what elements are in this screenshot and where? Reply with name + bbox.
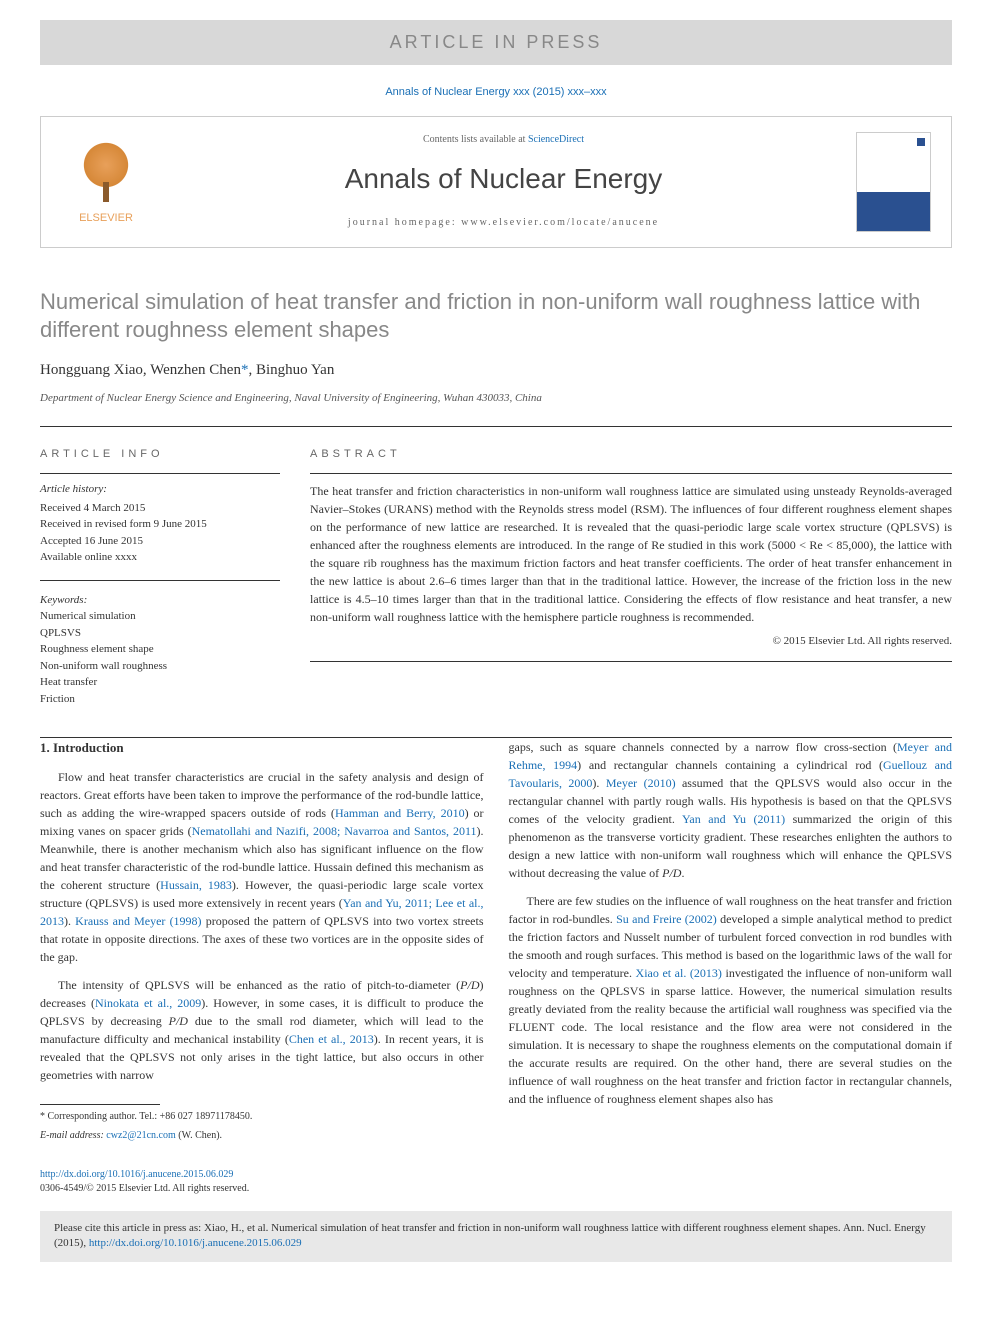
intro-heading: 1. Introduction — [40, 738, 484, 758]
contents-line: Contents lists available at ScienceDirec… — [151, 133, 856, 147]
paragraph: Flow and heat transfer characteristics a… — [40, 768, 484, 966]
journal-cover-thumbnail — [856, 132, 931, 232]
citation-link[interactable]: Xiao et al. (2013) — [636, 966, 722, 980]
history-item: Available online xxxx — [40, 549, 280, 566]
text: . — [681, 866, 684, 880]
keywords-label: Keywords: — [40, 593, 280, 608]
cite-doi-link[interactable]: http://dx.doi.org/10.1016/j.anucene.2015… — [89, 1237, 302, 1249]
email-link[interactable]: cwz2@21cn.com — [106, 1130, 175, 1141]
citation-link[interactable]: Nematollahi and Nazifi, 2008; Navarroa a… — [192, 824, 477, 838]
paragraph: There are few studies on the influence o… — [509, 892, 953, 1108]
footnote-divider — [40, 1104, 160, 1105]
abstract-text: The heat transfer and friction character… — [310, 482, 952, 626]
history-item: Received in revised form 9 June 2015 — [40, 516, 280, 533]
text: The intensity of QPLSVS will be enhanced… — [58, 978, 460, 992]
abstract-head: ABSTRACT — [310, 447, 952, 462]
text: ). — [64, 914, 75, 928]
abstract-divider — [310, 473, 952, 474]
text: ) and rectangular channels containing a … — [577, 758, 883, 772]
doi-block: http://dx.doi.org/10.1016/j.anucene.2015… — [40, 1168, 952, 1196]
article-in-press-banner: ARTICLE IN PRESS — [40, 20, 952, 65]
contents-prefix: Contents lists available at — [423, 134, 528, 145]
article-info-head: ARTICLE INFO — [40, 447, 280, 462]
citation-link[interactable]: Yan and Yu (2011) — [682, 812, 785, 826]
divider-top — [40, 426, 952, 427]
affiliation: Department of Nuclear Energy Science and… — [40, 391, 952, 406]
body-columns: 1. Introduction Flow and heat transfer c… — [40, 738, 952, 1143]
citation-box: Please cite this article in press as: Xi… — [40, 1211, 952, 1262]
citation-link[interactable]: Ninokata et al., 2009 — [95, 996, 201, 1010]
journal-reference: Annals of Nuclear Energy xxx (2015) xxx–… — [0, 85, 992, 100]
author-last: , Binghuo Yan — [248, 362, 334, 378]
article-title: Numerical simulation of heat transfer an… — [40, 288, 952, 345]
paragraph: gaps, such as square channels connected … — [509, 738, 953, 882]
issn-line: 0306-4549/© 2015 Elsevier Ltd. All right… — [40, 1183, 249, 1194]
header-center: Contents lists available at ScienceDirec… — [151, 133, 856, 230]
doi-link[interactable]: http://dx.doi.org/10.1016/j.anucene.2015… — [40, 1169, 233, 1180]
text: investigated the influence of non-unifor… — [509, 966, 953, 1106]
citation-link[interactable]: Meyer (2010) — [606, 776, 676, 790]
keyword-item: QPLSVS — [40, 625, 280, 642]
abstract: ABSTRACT The heat transfer and friction … — [310, 447, 952, 707]
keyword-item: Non-uniform wall roughness — [40, 658, 280, 675]
abstract-divider-bottom — [310, 661, 952, 662]
citation-link[interactable]: Krauss and Meyer (1998) — [75, 914, 201, 928]
variable: P/D — [169, 1014, 188, 1028]
info-divider — [40, 580, 280, 581]
copyright: © 2015 Elsevier Ltd. All rights reserved… — [310, 634, 952, 649]
column-left: 1. Introduction Flow and heat transfer c… — [40, 738, 484, 1143]
homepage-line: journal homepage: www.elsevier.com/locat… — [151, 216, 856, 230]
keyword-item: Friction — [40, 691, 280, 708]
history-label: Article history: — [40, 482, 280, 497]
info-abstract-row: ARTICLE INFO Article history: Received 4… — [40, 447, 952, 707]
variable: P/D — [662, 866, 681, 880]
keyword-item: Numerical simulation — [40, 608, 280, 625]
email-suffix: (W. Chen). — [176, 1130, 222, 1141]
journal-title: Annals of Nuclear Energy — [151, 159, 856, 198]
citation-link[interactable]: Hamman and Berry, 2010 — [335, 806, 465, 820]
elsevier-logo: ELSEVIER — [61, 132, 151, 232]
elsevier-text: ELSEVIER — [79, 211, 133, 226]
history-item: Received 4 March 2015 — [40, 500, 280, 517]
text: gaps, such as square channels connected … — [509, 740, 898, 754]
paragraph: The intensity of QPLSVS will be enhanced… — [40, 976, 484, 1084]
citation-link[interactable]: Hussain, 1983 — [160, 878, 232, 892]
keyword-item: Heat transfer — [40, 674, 280, 691]
email-label: E-mail address: — [40, 1130, 106, 1141]
text: ). — [592, 776, 605, 790]
author-names: Hongguang Xiao, Wenzhen Chen — [40, 362, 241, 378]
sciencedirect-link[interactable]: ScienceDirect — [528, 134, 584, 145]
citation-link[interactable]: Chen et al., 2013 — [289, 1032, 374, 1046]
authors: Hongguang Xiao, Wenzhen Chen*, Binghuo Y… — [40, 360, 952, 381]
info-divider — [40, 473, 280, 474]
variable: P/D — [460, 978, 479, 992]
footnote-corresponding: * Corresponding author. Tel.: +86 027 18… — [40, 1110, 484, 1124]
column-right: gaps, such as square channels connected … — [509, 738, 953, 1143]
elsevier-tree-icon — [71, 137, 141, 207]
keyword-item: Roughness element shape — [40, 641, 280, 658]
journal-ref-link[interactable]: Annals of Nuclear Energy xxx (2015) xxx–… — [385, 86, 606, 98]
citation-link[interactable]: Su and Freire (2002) — [616, 912, 717, 926]
article-info: ARTICLE INFO Article history: Received 4… — [40, 447, 280, 707]
history-item: Accepted 16 June 2015 — [40, 533, 280, 550]
footnote-email: E-mail address: cwz2@21cn.com (W. Chen). — [40, 1129, 484, 1143]
journal-header: ELSEVIER Contents lists available at Sci… — [40, 116, 952, 248]
